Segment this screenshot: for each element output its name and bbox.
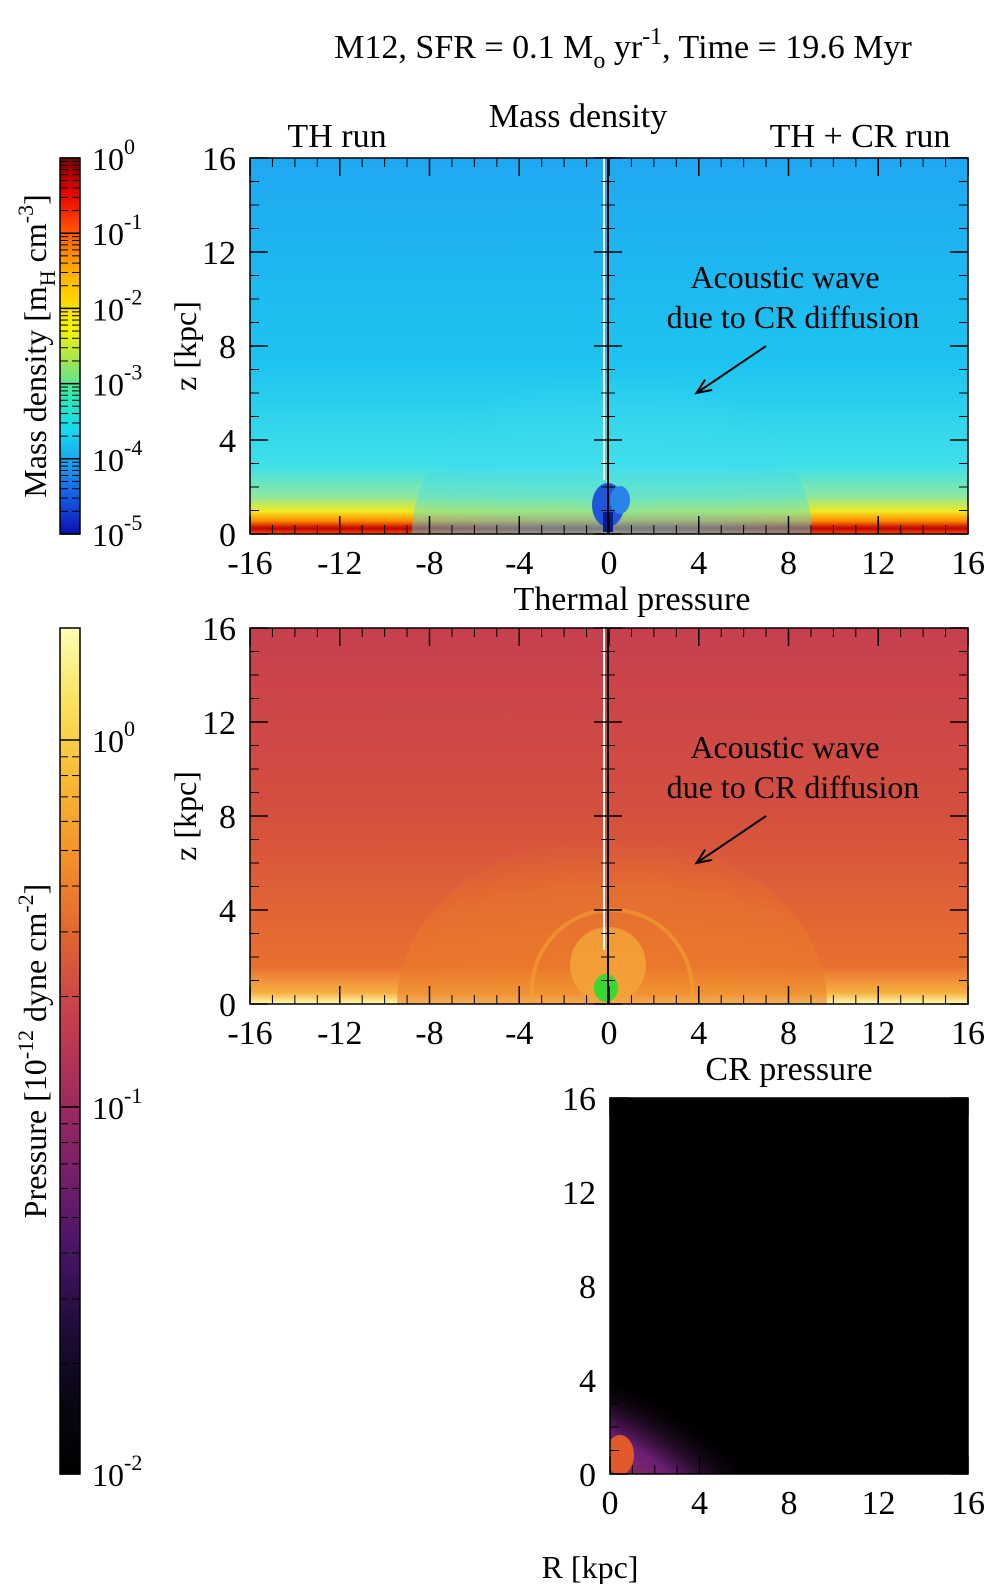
x-tick-label: -8	[415, 1015, 443, 1052]
cr-pressure-blob	[610, 1339, 810, 1474]
x-tick-label: 0	[601, 1015, 618, 1052]
y-tick-label: 8	[579, 1269, 596, 1306]
x-tick-label: 16	[951, 1015, 985, 1052]
th-cr-run-label: TH + CR run	[770, 118, 951, 155]
x-tick-label: -16	[227, 545, 272, 582]
density-panel: Mass density TH run TH + CR run -16 -12 -8…	[167, 98, 985, 582]
colorbar-tick-label: 10-2	[92, 284, 142, 327]
figure-title: M12, SFR = 0.1 Mo yr-1, Time = 19.6 Myr	[334, 24, 912, 74]
y-tick-label: 8	[219, 799, 236, 836]
x-tick-label: 12	[862, 1485, 896, 1522]
x-tick-label: 12	[861, 1015, 895, 1052]
y-tick-label: 0	[219, 987, 236, 1024]
cr-panel-title: CR pressure	[705, 1051, 872, 1088]
x-tick-label: 4	[691, 1485, 708, 1522]
x-tick-label: -4	[505, 545, 533, 582]
density-annotation-arrow	[694, 345, 767, 395]
pressure-colorbar-ticks: 100 10-1 10-2	[60, 716, 142, 1493]
density-annotation-line2: due to CR diffusion	[667, 299, 920, 335]
arrow-shaft	[695, 815, 767, 864]
arrow-head	[694, 379, 713, 395]
x-tick-label: 12	[861, 545, 895, 582]
colorbar-tick-label: 10-3	[92, 360, 142, 403]
pressure-colorbar-label: Pressure [10-12 dyne cm-2]	[13, 884, 53, 1219]
pressure-colorbar-gradient	[59, 627, 81, 1475]
x-tick-label: -12	[317, 1015, 362, 1052]
colorbar-tick-label: 100	[92, 134, 135, 177]
y-tick-label: 0	[579, 1457, 596, 1494]
y-tick-label: 4	[219, 893, 236, 930]
colorbar-tick-label: 100	[92, 716, 135, 759]
thermal-panel-title: Thermal pressure	[514, 581, 751, 618]
density-colorbar-gradient	[59, 157, 81, 535]
thermal-annotation-arrow	[694, 815, 767, 865]
x-tick-label: -8	[415, 545, 443, 582]
y-tick-label: 12	[202, 705, 236, 742]
thermal-panel: Thermal pressure -16 -12 -8 -4 0 4 8 12 16 0 4 8 12 1…	[167, 581, 985, 1052]
x-tick-label: -16	[227, 1015, 272, 1052]
x-tick-label: 8	[780, 545, 797, 582]
x-tick-label: 8	[780, 1015, 797, 1052]
density-core-structure-2	[610, 486, 630, 514]
x-tick-label: 4	[690, 545, 707, 582]
x-tick-label: 4	[690, 1015, 707, 1052]
arrow-head	[694, 849, 713, 865]
thermal-axis-ticks: -16 -12 -8 -4 0 4 8 12 16 0 4 8 12 16	[202, 611, 985, 1052]
colorbar-tick-label: 10-1	[92, 1083, 142, 1126]
x-tick-label: 0	[602, 1485, 619, 1522]
y-tick-label: 4	[579, 1363, 596, 1400]
y-tick-label: 8	[219, 329, 236, 366]
x-tick-label: -4	[505, 1015, 533, 1052]
density-colorbar-ticks: 100 10-1 10-2 10-3 10-4 10-5	[60, 134, 142, 553]
colorbar-tick-label: 10-1	[92, 209, 142, 252]
density-colorbar-level-lines	[60, 160, 80, 512]
y-tick-label: 16	[562, 1081, 596, 1118]
x-tick-label: 8	[781, 1485, 798, 1522]
y-tick-label: 4	[219, 423, 236, 460]
y-tick-label: 0	[219, 517, 236, 554]
density-annotation-line1: Acoustic wave	[690, 259, 879, 295]
x-tick-label: 16	[951, 545, 985, 582]
thermal-annotation-line2: due to CR diffusion	[667, 769, 920, 805]
thermal-annotation-line1: Acoustic wave	[690, 729, 879, 765]
x-tick-label: -12	[317, 545, 362, 582]
thermal-ylabel: z [kpc]	[167, 771, 203, 861]
pressure-colorbar-level-lines	[60, 756, 80, 1365]
y-tick-label: 12	[562, 1175, 596, 1212]
x-tick-label: 0	[601, 545, 618, 582]
pressure-colorbar: 100 10-1 10-2 Pressure [10-12 dyne cm-2]	[13, 627, 142, 1493]
th-run-label: TH run	[287, 118, 386, 155]
thermal-core	[594, 974, 618, 1002]
cr-panel: CR pressure 0 4 8 12 16 0 4 8 12 16 R [kpc]	[542, 1051, 985, 1584]
density-colorbar-label: Mass density [mH cm-3]	[13, 194, 60, 498]
colorbar-tick-label: 10-5	[92, 510, 142, 553]
density-acoustic-wave	[412, 374, 812, 534]
arrow-shaft	[695, 345, 767, 394]
colorbar-tick-label: 10-2	[92, 1450, 142, 1493]
colorbar-tick-label: 10-4	[92, 435, 142, 478]
y-tick-label: 12	[202, 235, 236, 272]
density-ylabel: z [kpc]	[167, 301, 203, 391]
y-tick-label: 16	[202, 611, 236, 648]
cr-core	[610, 1435, 634, 1474]
thermal-acoustic-wave	[397, 836, 827, 1004]
cr-axis-ticks: 0 4 8 12 16 0 4 8 12 16	[562, 1081, 985, 1522]
y-tick-label: 16	[202, 141, 236, 178]
density-panel-title: Mass density	[489, 98, 668, 135]
x-tick-label: 16	[951, 1485, 985, 1522]
density-colorbar: 100 10-1 10-2 10-3 10-4 10-5 Mass density [mH…	[13, 134, 142, 553]
density-axis-ticks: -16 -12 -8 -4 0 4 8 12 16 0 4 8 12 16	[202, 141, 985, 582]
cr-xlabel: R [kpc]	[542, 1549, 639, 1584]
